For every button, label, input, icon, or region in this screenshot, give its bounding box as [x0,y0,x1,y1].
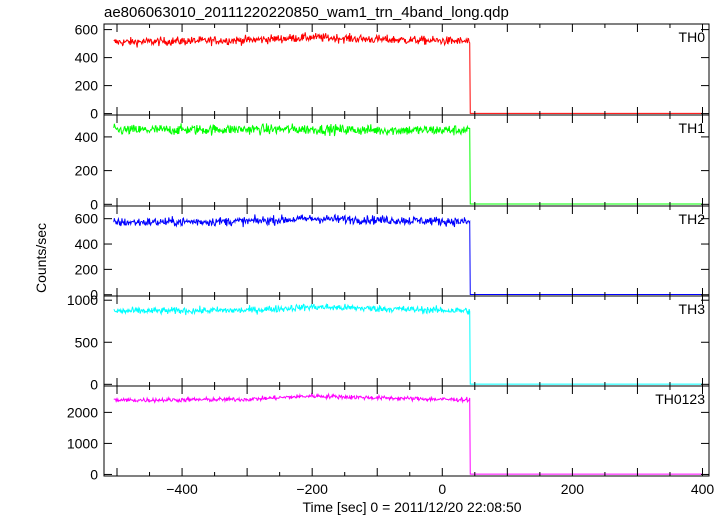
y-tick-label: 1000 [67,435,98,451]
y-axis-label: Counts/sec [33,223,49,293]
series-line-th1 [113,123,703,205]
y-tick-label: 0 [90,376,98,392]
panel-th1: 0 200 400 TH1 [75,114,710,212]
panel-label: TH0 [679,29,706,45]
panel-label: TH0123 [655,391,705,407]
y-tick-label: 400 [75,236,99,252]
panel-label: TH3 [679,301,706,317]
chart-panels: 0 200 400 600 TH0 0 200 400 TH1 0 200 400 600 TH2 0 500… [67,22,715,497]
series-line-th0 [113,32,703,114]
y-tick-label: 200 [75,163,99,179]
panel-frame [103,23,710,116]
x-tick-label: −400 [166,481,198,497]
y-tick-label: 0 [90,466,98,482]
series-line-th0123 [113,392,703,475]
y-tick-label: 1000 [67,292,98,308]
y-tick-label: 400 [75,50,99,66]
panel-frame [103,385,710,477]
chart-title: ae806063010_20111220220850_wam1_trn_4ban… [104,4,509,21]
panel-th0123: 0 1000 2000 TH0123 [67,385,710,482]
y-tick-label: 400 [75,129,99,145]
y-tick-label: 2000 [67,404,98,420]
panel-label: TH2 [679,211,706,227]
y-tick-label: 0 [90,106,98,122]
panel-th3: 0 500 1000 TH3 [67,292,710,392]
series-line-th3 [113,302,703,385]
x-tick-label: 400 [691,481,715,497]
y-tick-label: 200 [75,261,99,277]
x-tick-label: 200 [561,481,585,497]
panel-label: TH1 [679,120,706,136]
x-tick-label: −200 [296,481,328,497]
y-tick-label: 600 [75,211,99,227]
x-axis-label: Time [sec] 0 = 2011/12/20 22:08:50 [302,499,521,515]
panel-th2: 0 200 400 600 TH2 [75,205,710,303]
y-tick-label: 0 [90,196,98,212]
y-tick-label: 500 [75,334,99,350]
panel-th0: 0 200 400 600 TH0 [75,22,710,122]
series-line-th2 [113,213,703,295]
y-tick-label: 200 [75,78,99,94]
x-tick-label: 0 [438,481,446,497]
y-tick-label: 600 [75,22,99,38]
y-tick-label: 0 [90,287,98,303]
